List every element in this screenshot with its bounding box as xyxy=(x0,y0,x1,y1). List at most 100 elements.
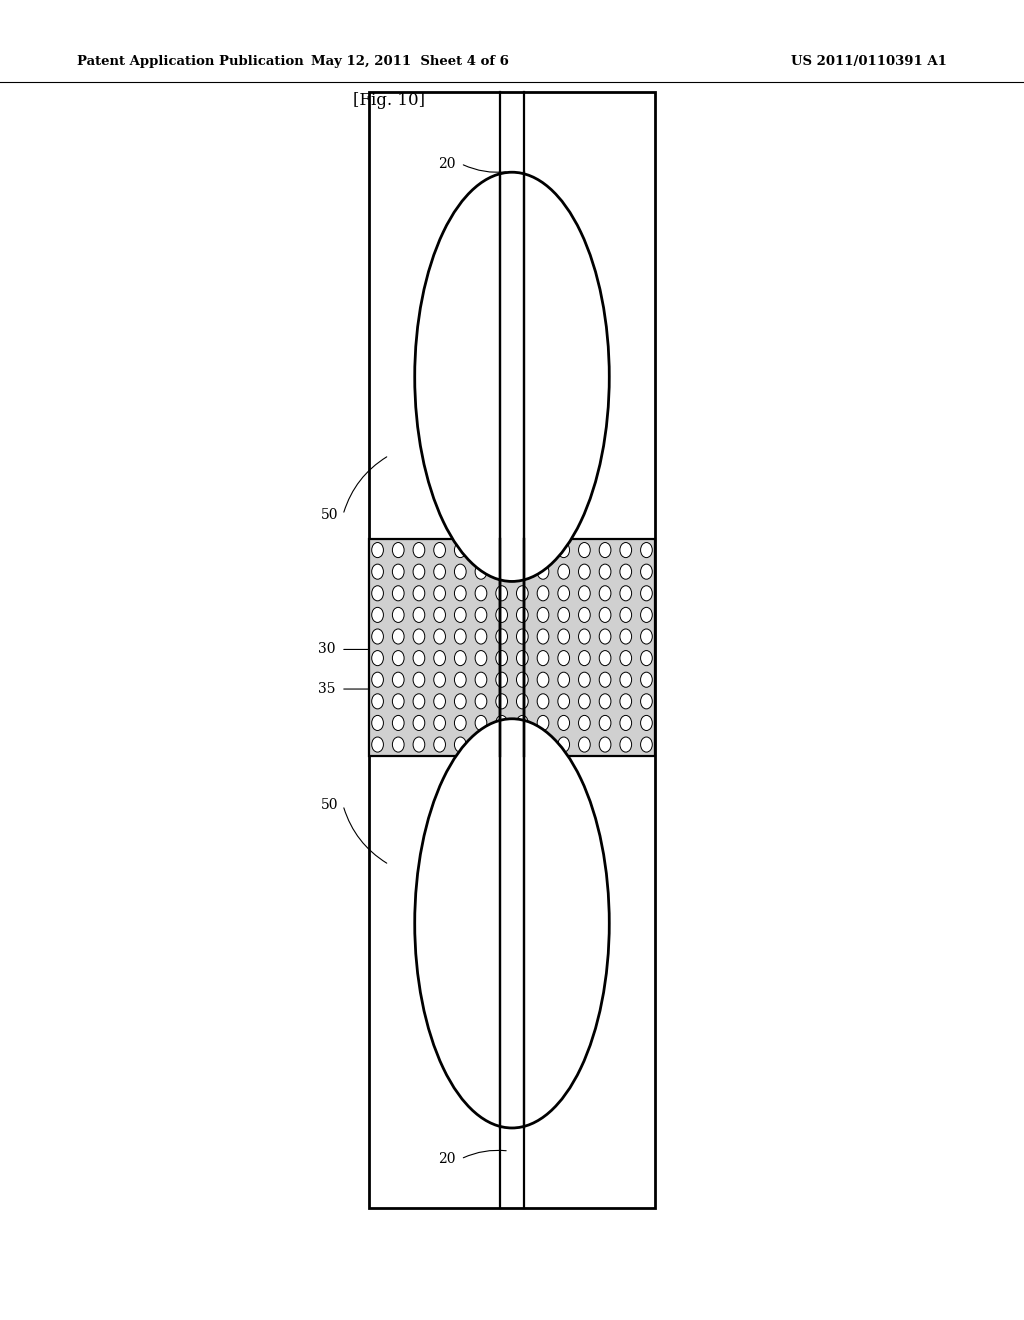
Circle shape xyxy=(516,694,528,709)
Circle shape xyxy=(641,586,652,601)
Text: [Fig. 10]: [Fig. 10] xyxy=(353,92,425,110)
Circle shape xyxy=(641,651,652,665)
Text: 20: 20 xyxy=(438,157,456,170)
Circle shape xyxy=(599,715,611,730)
Circle shape xyxy=(620,543,632,557)
Circle shape xyxy=(434,543,445,557)
Circle shape xyxy=(392,715,404,730)
Circle shape xyxy=(372,564,383,579)
Circle shape xyxy=(392,586,404,601)
Circle shape xyxy=(558,543,569,557)
Circle shape xyxy=(516,672,528,688)
Circle shape xyxy=(392,607,404,623)
Bar xyxy=(369,92,655,1208)
Circle shape xyxy=(516,628,528,644)
Text: 20: 20 xyxy=(438,1152,456,1166)
Circle shape xyxy=(392,737,404,752)
Circle shape xyxy=(455,651,466,665)
Circle shape xyxy=(455,628,466,644)
Circle shape xyxy=(641,543,652,557)
Circle shape xyxy=(372,651,383,665)
Circle shape xyxy=(599,737,611,752)
Circle shape xyxy=(455,607,466,623)
Circle shape xyxy=(620,672,632,688)
Circle shape xyxy=(558,672,569,688)
Circle shape xyxy=(641,694,652,709)
Circle shape xyxy=(496,607,508,623)
Circle shape xyxy=(641,607,652,623)
Circle shape xyxy=(413,737,425,752)
Text: Patent Application Publication: Patent Application Publication xyxy=(77,55,303,69)
Circle shape xyxy=(538,607,549,623)
Circle shape xyxy=(516,651,528,665)
Circle shape xyxy=(392,543,404,557)
Ellipse shape xyxy=(415,172,609,581)
Circle shape xyxy=(641,672,652,688)
Circle shape xyxy=(558,586,569,601)
Circle shape xyxy=(599,694,611,709)
Circle shape xyxy=(516,564,528,579)
Circle shape xyxy=(496,543,508,557)
Circle shape xyxy=(538,651,549,665)
Circle shape xyxy=(475,651,486,665)
Circle shape xyxy=(372,672,383,688)
Circle shape xyxy=(392,672,404,688)
Circle shape xyxy=(413,543,425,557)
Circle shape xyxy=(558,651,569,665)
Circle shape xyxy=(599,651,611,665)
Circle shape xyxy=(455,564,466,579)
Circle shape xyxy=(516,543,528,557)
Circle shape xyxy=(558,715,569,730)
Circle shape xyxy=(641,564,652,579)
Circle shape xyxy=(538,737,549,752)
Circle shape xyxy=(475,628,486,644)
Text: May 12, 2011  Sheet 4 of 6: May 12, 2011 Sheet 4 of 6 xyxy=(310,55,509,69)
Circle shape xyxy=(434,628,445,644)
Circle shape xyxy=(516,586,528,601)
Circle shape xyxy=(455,543,466,557)
Circle shape xyxy=(496,737,508,752)
Circle shape xyxy=(579,694,590,709)
Text: 50: 50 xyxy=(321,799,338,812)
Circle shape xyxy=(413,564,425,579)
Circle shape xyxy=(558,607,569,623)
Circle shape xyxy=(455,694,466,709)
Circle shape xyxy=(579,715,590,730)
Circle shape xyxy=(620,628,632,644)
Circle shape xyxy=(558,737,569,752)
Circle shape xyxy=(620,607,632,623)
Text: 35: 35 xyxy=(318,682,336,696)
Circle shape xyxy=(538,586,549,601)
Circle shape xyxy=(372,586,383,601)
Circle shape xyxy=(620,737,632,752)
Circle shape xyxy=(579,651,590,665)
Circle shape xyxy=(372,628,383,644)
Circle shape xyxy=(538,715,549,730)
Bar xyxy=(369,539,655,756)
Circle shape xyxy=(641,737,652,752)
Circle shape xyxy=(475,543,486,557)
Circle shape xyxy=(413,607,425,623)
Text: 50: 50 xyxy=(321,508,338,521)
Circle shape xyxy=(620,586,632,601)
Circle shape xyxy=(558,628,569,644)
Circle shape xyxy=(516,607,528,623)
Circle shape xyxy=(434,607,445,623)
Circle shape xyxy=(620,715,632,730)
Circle shape xyxy=(579,737,590,752)
Circle shape xyxy=(434,672,445,688)
Circle shape xyxy=(496,564,508,579)
Circle shape xyxy=(558,694,569,709)
Circle shape xyxy=(496,715,508,730)
Circle shape xyxy=(392,628,404,644)
Circle shape xyxy=(538,694,549,709)
Circle shape xyxy=(538,628,549,644)
Circle shape xyxy=(434,694,445,709)
Circle shape xyxy=(392,694,404,709)
Circle shape xyxy=(599,586,611,601)
Circle shape xyxy=(413,586,425,601)
Circle shape xyxy=(475,564,486,579)
Circle shape xyxy=(455,672,466,688)
Circle shape xyxy=(579,543,590,557)
Circle shape xyxy=(372,694,383,709)
